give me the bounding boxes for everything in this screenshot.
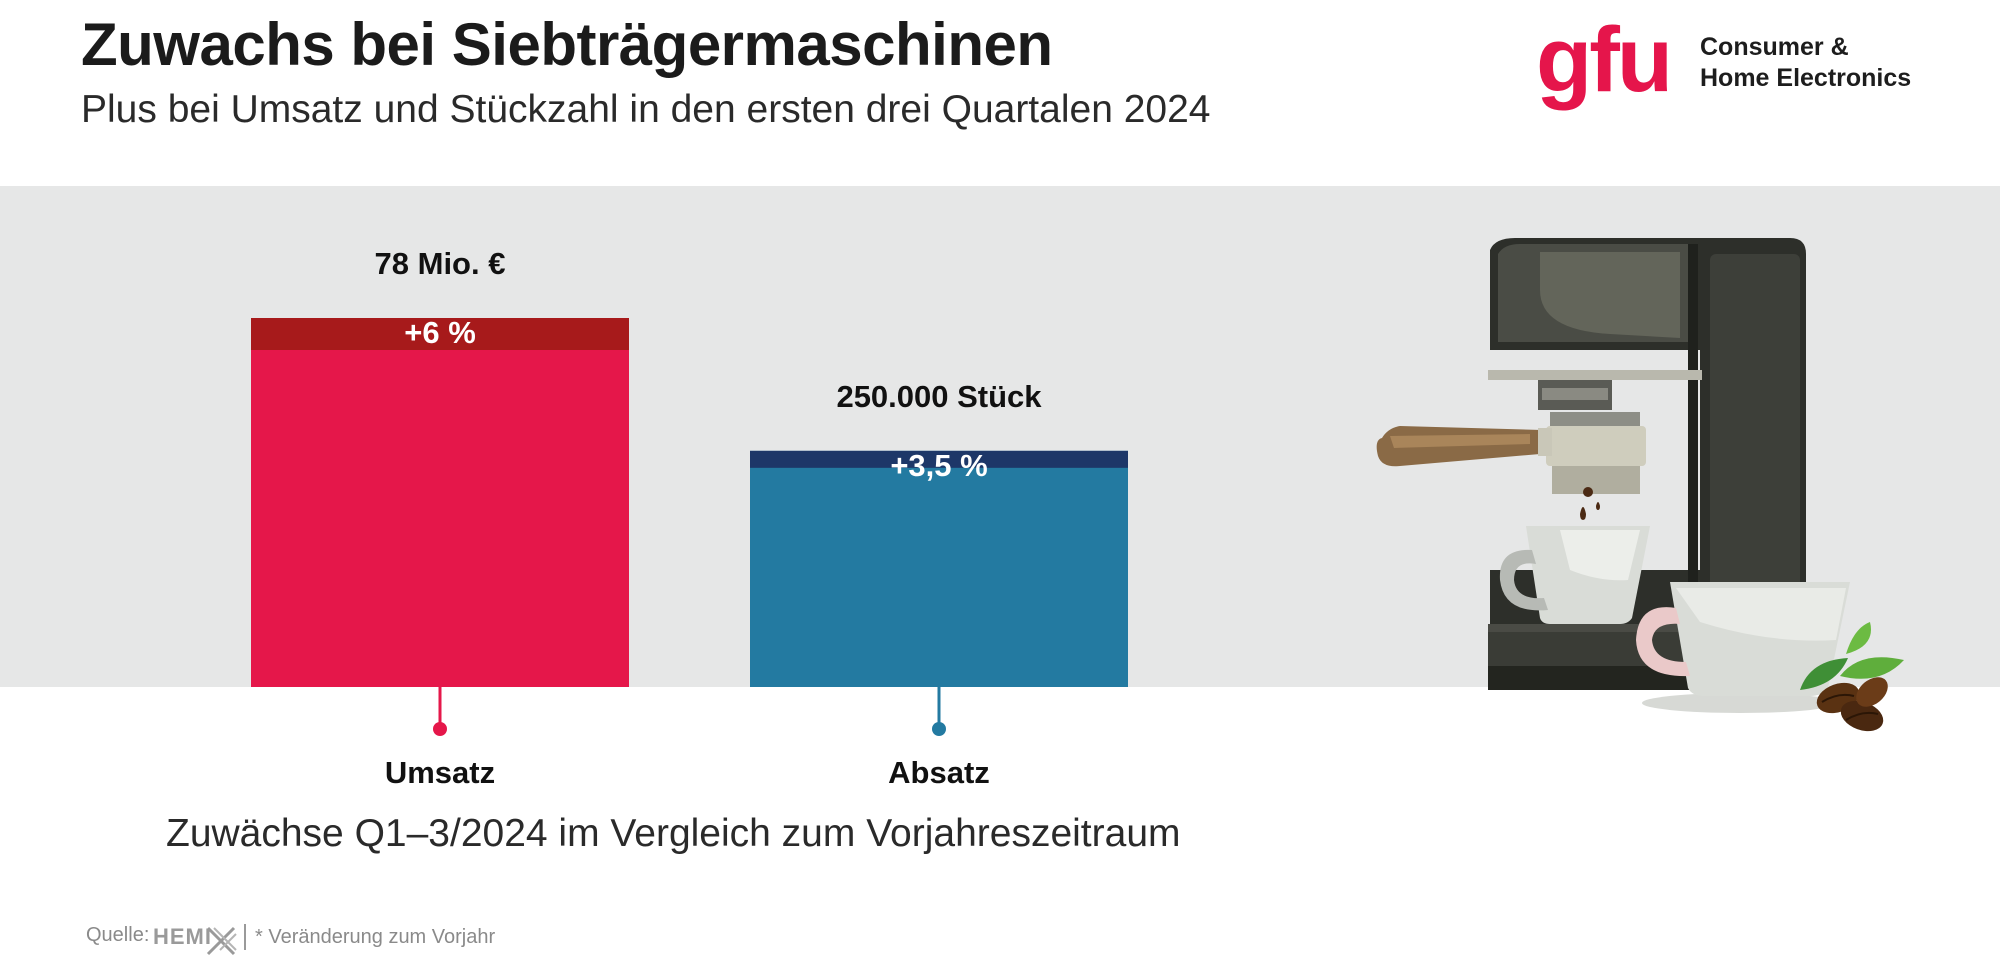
footnote: * Veränderung zum Vorjahr <box>255 926 496 948</box>
source-name: HEMI <box>153 924 212 949</box>
category-label-umsatz: Umsatz <box>385 755 495 790</box>
chart-caption: Zuwächse Q1–3/2024 im Vergleich zum Vorj… <box>166 812 1181 855</box>
bar-umsatz <box>251 318 629 687</box>
bar-cap-absatz <box>750 450 1128 468</box>
logo-line-1: Consumer & <box>1700 33 1849 61</box>
gfu-logo: gfu Consumer & Home Electronics <box>1536 9 1916 114</box>
connector-dot-umsatz <box>433 722 447 736</box>
change-label-absatz: +3,5 % <box>890 448 987 483</box>
bar-cap-umsatz <box>251 318 629 350</box>
logo-text: Consumer & Home Electronics <box>1700 32 1911 94</box>
chart-title: Zuwachs bei Siebträgermaschinen <box>81 11 1053 78</box>
logo-line-2: Home Electronics <box>1700 64 1912 92</box>
value-label-umsatz: 78 Mio. € <box>375 246 506 281</box>
logo-mark: gfu <box>1536 9 1673 111</box>
connector-dot-absatz <box>932 722 946 736</box>
hemix-logo-icon <box>206 926 237 956</box>
category-label-absatz: Absatz <box>888 755 990 790</box>
value-label-absatz: 250.000 Stück <box>836 379 1042 414</box>
bar-absatz <box>750 450 1128 687</box>
chart-subtitle: Plus bei Umsatz und Stückzahl in den ers… <box>81 88 1211 131</box>
source-separator <box>244 924 246 950</box>
change-label-umsatz: +6 % <box>404 315 476 350</box>
espresso-machine-illustration <box>1376 238 1904 732</box>
source-label: Quelle: <box>86 924 150 946</box>
